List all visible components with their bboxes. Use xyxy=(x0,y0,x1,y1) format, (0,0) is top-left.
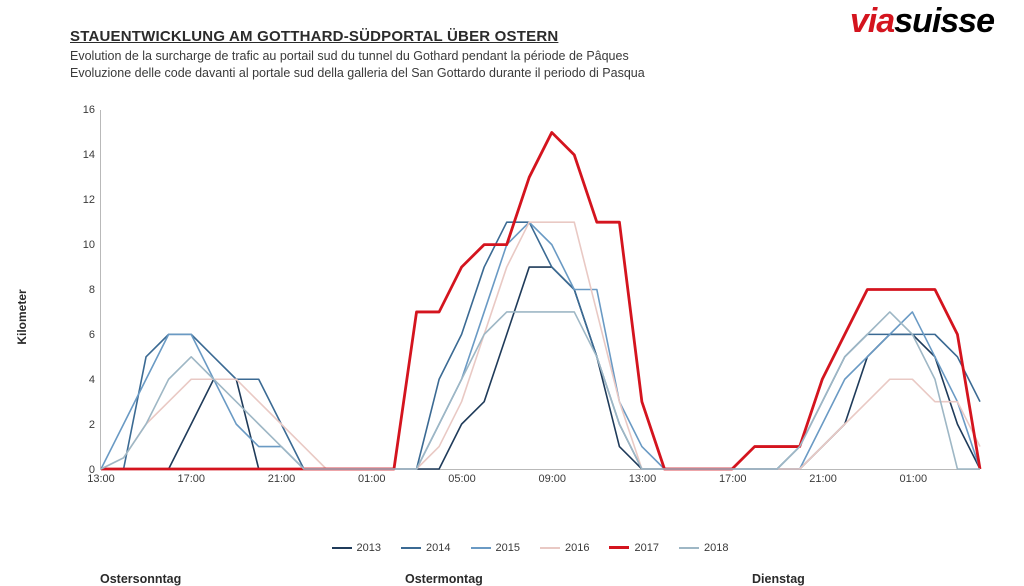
legend-swatch xyxy=(540,547,560,549)
day-label: Dienstag xyxy=(752,572,805,586)
y-tick: 4 xyxy=(89,374,101,386)
legend-label: 2017 xyxy=(634,542,658,554)
legend-item-2016: 2016 xyxy=(540,542,589,554)
day-label: Ostermontag xyxy=(405,572,483,586)
x-tick: 01:00 xyxy=(900,469,928,485)
legend-item-2018: 2018 xyxy=(679,542,728,554)
series-line-2015 xyxy=(101,222,980,469)
legend: 2013 2014 2015 2016 2017 2018 xyxy=(70,540,990,554)
legend-item-2015: 2015 xyxy=(471,542,520,554)
legend-swatch xyxy=(332,547,352,549)
x-tick: 17:00 xyxy=(719,469,747,485)
series-line-2018 xyxy=(101,312,980,469)
y-tick: 8 xyxy=(89,284,101,296)
legend-swatch xyxy=(679,547,699,549)
series-line-2013 xyxy=(101,267,980,469)
y-tick: 14 xyxy=(83,149,101,161)
x-tick: 13:00 xyxy=(629,469,657,485)
x-tick: 21:00 xyxy=(809,469,837,485)
legend-swatch xyxy=(471,547,491,549)
x-tick: 13:00 xyxy=(87,469,115,485)
legend-swatch xyxy=(609,546,629,549)
y-tick: 6 xyxy=(89,329,101,341)
legend-label: 2014 xyxy=(426,542,450,554)
x-tick: 01:00 xyxy=(358,469,386,485)
legend-label: 2013 xyxy=(357,542,381,554)
x-tick: 17:00 xyxy=(177,469,205,485)
chart: Kilometer 024681012141613:0017:0021:0001… xyxy=(70,110,990,510)
series-line-2016 xyxy=(101,222,980,469)
series-line-2014 xyxy=(101,222,980,469)
legend-item-2013: 2013 xyxy=(332,542,381,554)
plot-area: 024681012141613:0017:0021:0001:0005:0009… xyxy=(100,110,980,470)
y-tick: 10 xyxy=(83,239,101,251)
x-tick: 09:00 xyxy=(539,469,567,485)
legend-swatch xyxy=(401,547,421,549)
chart-lines xyxy=(101,110,980,469)
y-tick: 2 xyxy=(89,419,101,431)
legend-label: 2018 xyxy=(704,542,728,554)
legend-item-2014: 2014 xyxy=(401,542,450,554)
legend-label: 2016 xyxy=(565,542,589,554)
page-title: STAUENTWICKLUNG AM GOTTHARD-SÜDPORTAL ÜB… xyxy=(70,28,994,45)
subtitle-it: Evoluzione delle code davanti al portale… xyxy=(70,65,994,82)
subtitle-fr: Evolution de la surcharge de trafic au p… xyxy=(70,48,994,65)
y-axis-label: Kilometer xyxy=(15,289,29,344)
legend-item-2017: 2017 xyxy=(609,542,658,554)
y-tick: 16 xyxy=(83,104,101,116)
x-tick: 05:00 xyxy=(448,469,476,485)
day-label: Ostersonntag xyxy=(100,572,181,586)
header: STAUENTWICKLUNG AM GOTTHARD-SÜDPORTAL ÜB… xyxy=(70,28,994,82)
y-tick: 12 xyxy=(83,194,101,206)
x-tick: 21:00 xyxy=(268,469,296,485)
legend-label: 2015 xyxy=(496,542,520,554)
